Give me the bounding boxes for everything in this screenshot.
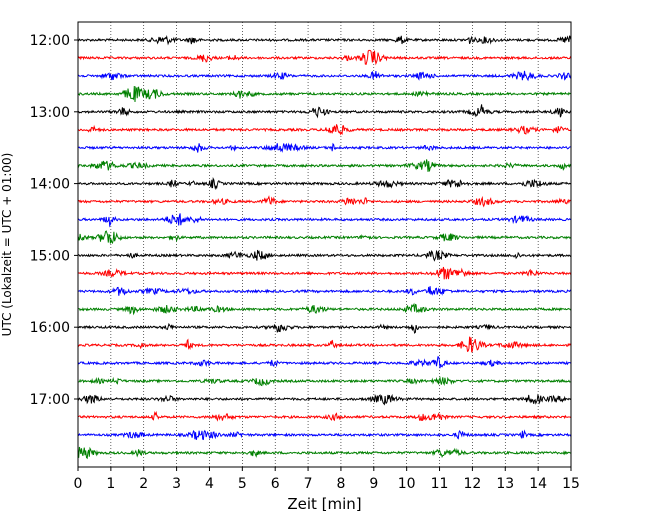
trace-1230 xyxy=(77,70,572,82)
trace-1700 xyxy=(77,393,572,406)
trace-1345 xyxy=(77,159,572,172)
trace-1645 xyxy=(77,376,572,387)
trace-1245 xyxy=(77,85,572,103)
x-tick-label-5: 5 xyxy=(238,476,247,492)
trace-1730 xyxy=(77,429,572,441)
y-axis-label: UTC (Lokalzeit = UTC + 01:00) xyxy=(0,153,14,337)
trace-1400 xyxy=(77,176,572,191)
trace-1215 xyxy=(77,49,572,66)
seismic-traces xyxy=(77,34,572,460)
trace-1445 xyxy=(77,230,572,244)
trace-1715 xyxy=(77,410,572,422)
grid-lines xyxy=(110,22,539,467)
trace-1300 xyxy=(77,104,572,119)
y-tick-label-1600: 16:00 xyxy=(30,320,70,336)
x-tick-label-10: 10 xyxy=(398,476,416,492)
x-tick-label-4: 4 xyxy=(205,476,214,492)
x-tick-label-8: 8 xyxy=(336,476,345,492)
y-tick-label-1500: 15:00 xyxy=(30,248,70,264)
x-axis-label: Zeit [min] xyxy=(287,495,361,513)
trace-1500 xyxy=(77,249,572,262)
x-axis-ticks: 0 1 2 3 4 5 6 7 8 9 10 11 12 13 14 15 xyxy=(74,467,580,492)
y-tick-label-1300: 13:00 xyxy=(30,105,70,121)
trace-1315 xyxy=(77,124,572,136)
trace-1545 xyxy=(77,302,572,316)
y-tick-label-1400: 14:00 xyxy=(30,177,70,193)
trace-1330 xyxy=(77,142,572,153)
x-tick-label-3: 3 xyxy=(172,476,181,492)
y-tick-label-1700: 17:00 xyxy=(30,392,70,408)
x-tick-label-6: 6 xyxy=(271,476,280,492)
y-tick-label-1200: 12:00 xyxy=(30,33,70,49)
trace-1630 xyxy=(77,356,572,369)
trace-1200 xyxy=(77,34,572,46)
x-tick-label-11: 11 xyxy=(431,476,449,492)
trace-1530 xyxy=(77,286,572,296)
x-tick-label-0: 0 xyxy=(74,476,83,492)
x-tick-label-14: 14 xyxy=(529,476,547,492)
x-tick-label-1: 1 xyxy=(106,476,115,492)
x-tick-label-15: 15 xyxy=(562,476,580,492)
trace-1745 xyxy=(77,446,572,460)
trace-1600 xyxy=(77,322,572,334)
x-tick-label-7: 7 xyxy=(304,476,313,492)
x-tick-label-13: 13 xyxy=(496,476,514,492)
y-axis-ticks: 12:00 13:00 14:00 15:00 16:00 17:00 xyxy=(30,33,78,408)
x-tick-label-2: 2 xyxy=(139,476,148,492)
x-tick-label-12: 12 xyxy=(463,476,481,492)
trace-1515 xyxy=(77,266,572,280)
plot-frame xyxy=(77,21,572,468)
trace-1430 xyxy=(77,213,572,228)
trace-1615 xyxy=(77,336,572,353)
x-tick-label-9: 9 xyxy=(369,476,378,492)
trace-1415 xyxy=(77,195,572,208)
